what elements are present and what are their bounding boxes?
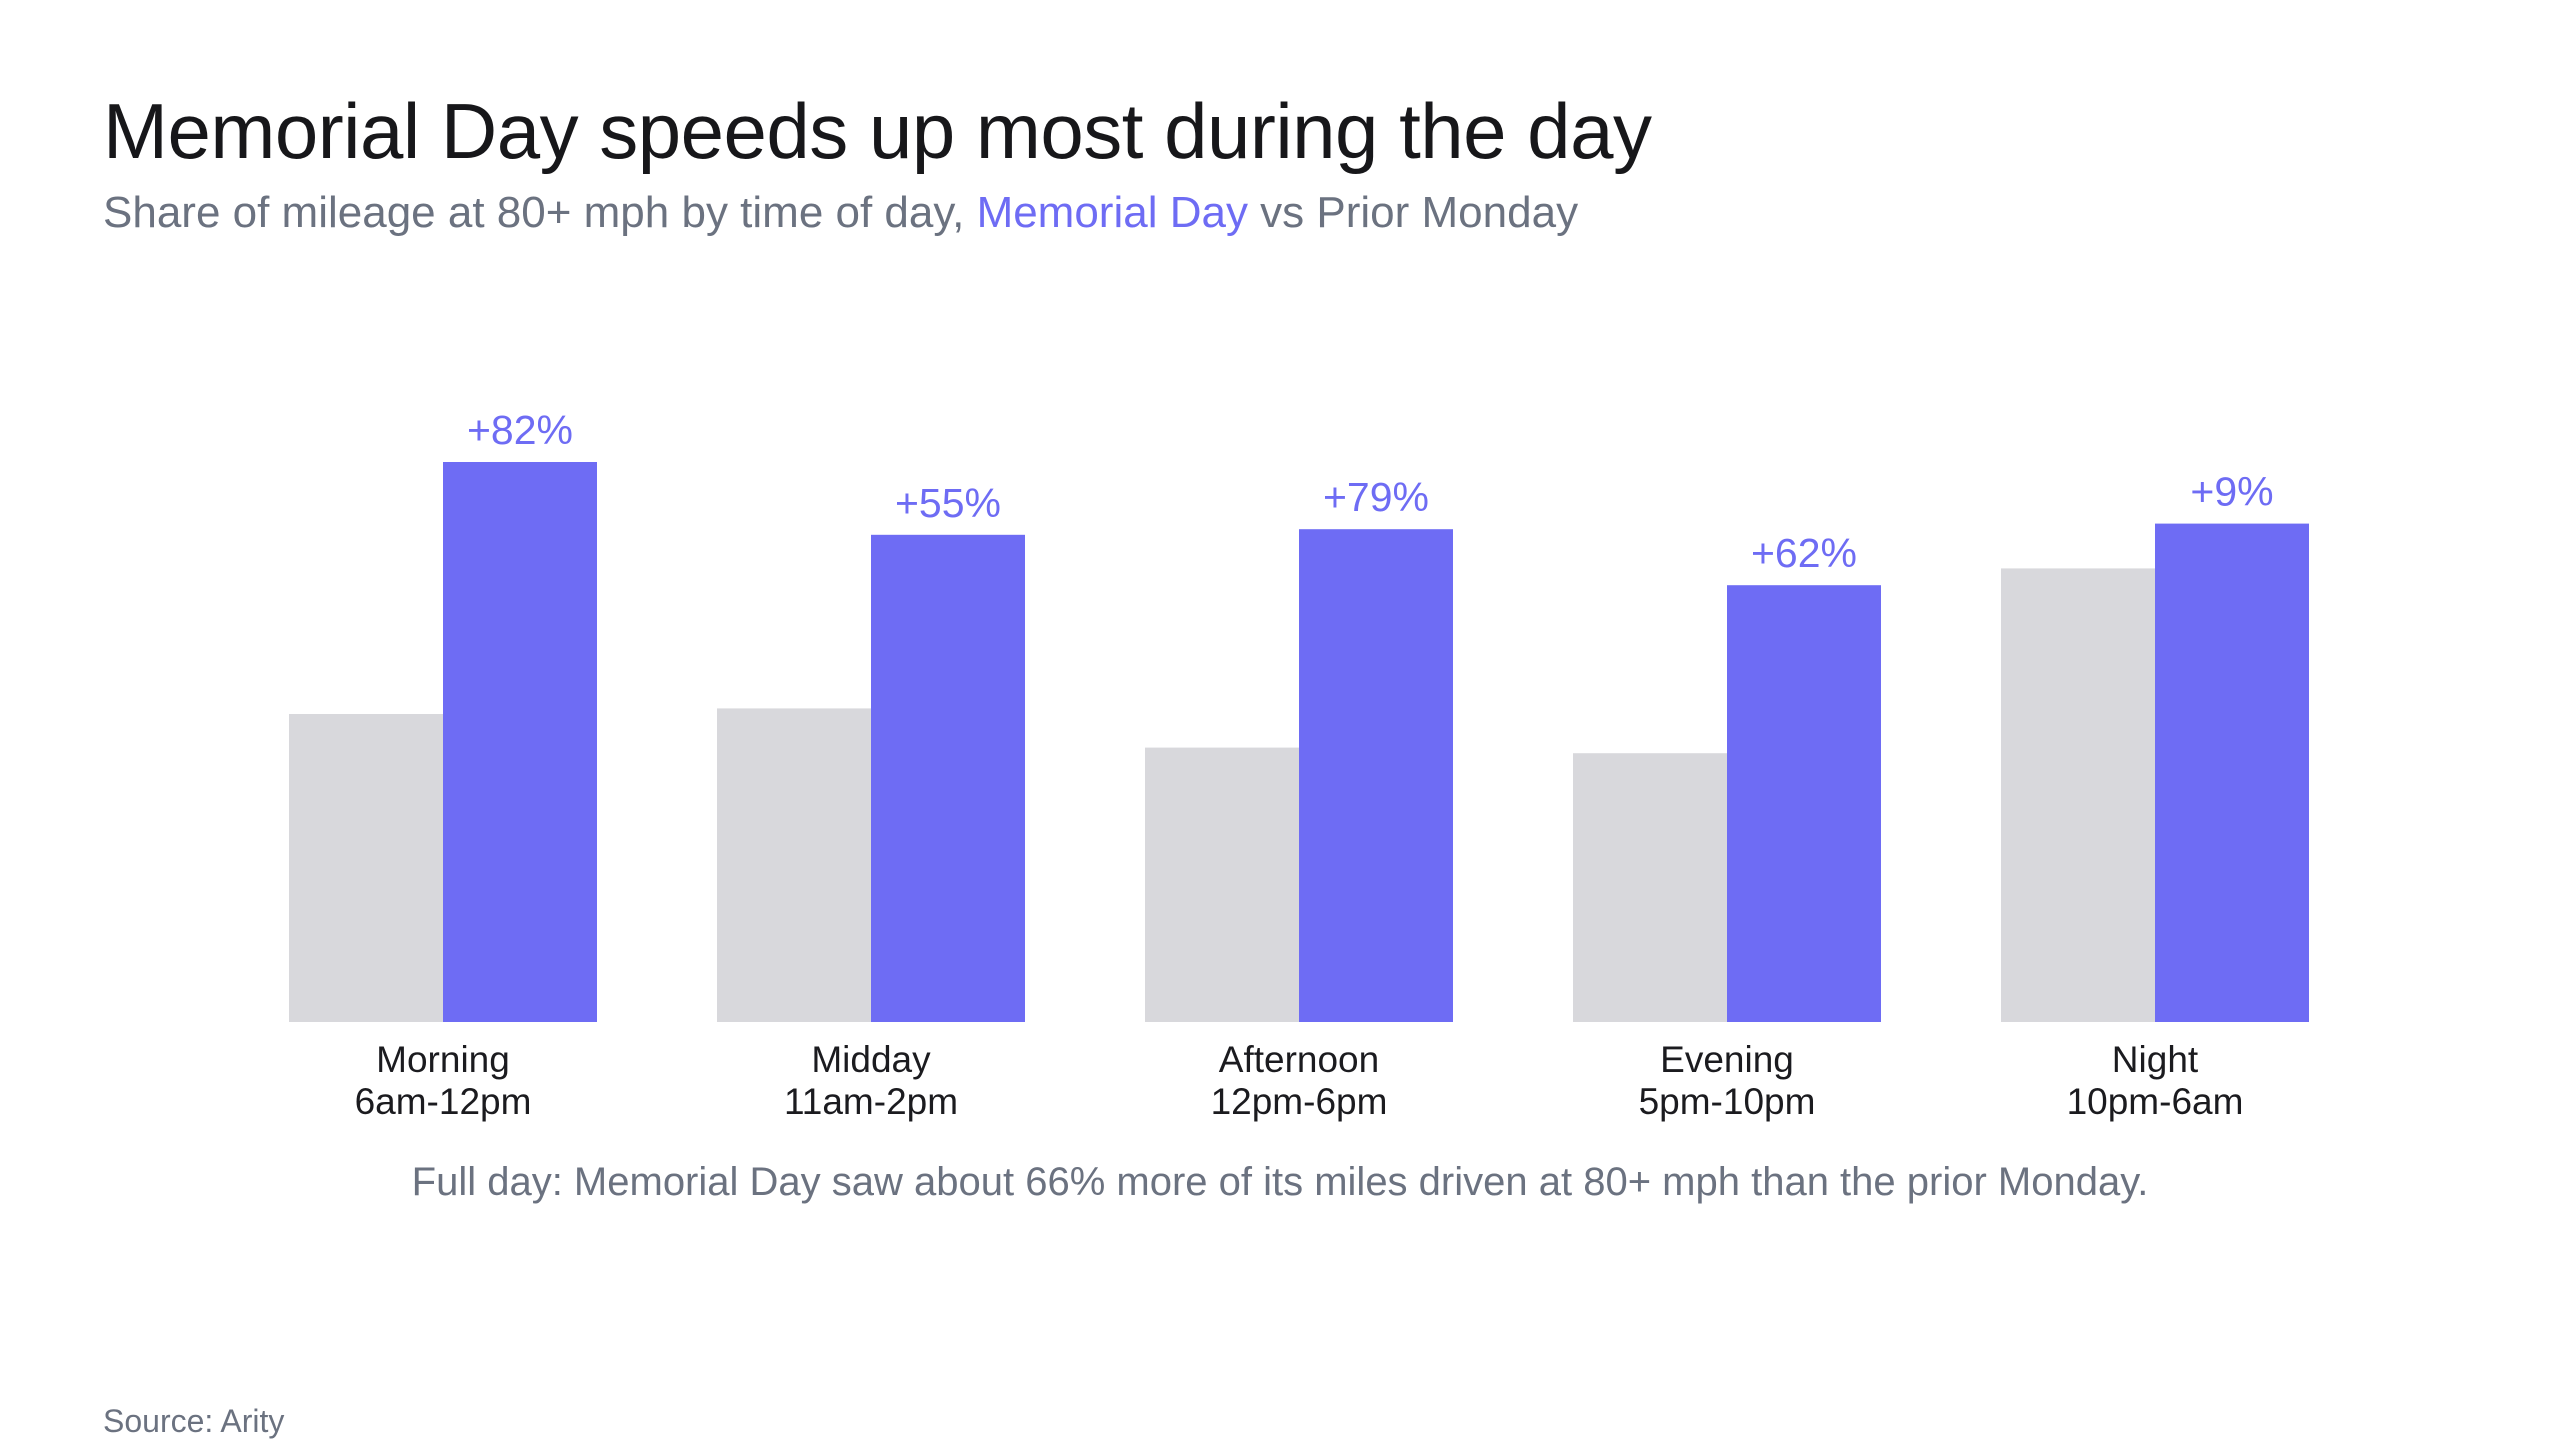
data-label: +62% xyxy=(1751,530,1857,576)
x-tick-sublabel: 12pm-6pm xyxy=(1211,1081,1388,1122)
data-label: +9% xyxy=(2190,469,2273,515)
bar-memorial-day xyxy=(1299,529,1453,1022)
x-tick-sublabel: 11am-2pm xyxy=(784,1081,958,1122)
bar-prior-monday xyxy=(717,708,871,1022)
bar-prior-monday xyxy=(2001,568,2155,1022)
x-tick-label: Midday xyxy=(811,1039,931,1080)
chart-title: Memorial Day speeds up most during the d… xyxy=(103,87,1652,175)
source-credit: Source: Arity xyxy=(103,1403,285,1439)
bar-prior-monday xyxy=(1573,753,1727,1022)
x-tick-sublabel: 10pm-6am xyxy=(2067,1081,2244,1122)
subtitle-prefix: Share of mileage at 80+ mph by time of d… xyxy=(103,188,977,237)
data-label: +79% xyxy=(1323,474,1429,520)
subtitle-joiner: vs xyxy=(1247,188,1317,237)
bar-memorial-day xyxy=(2155,523,2309,1022)
bar-prior-monday xyxy=(1145,747,1299,1022)
legend-memorial-day: Memorial Day xyxy=(976,188,1248,237)
full-day-note: Full day: Memorial Day saw about 66% mor… xyxy=(411,1160,2149,1204)
bar-prior-monday xyxy=(289,714,443,1022)
chart-subtitle: Share of mileage at 80+ mph by time of d… xyxy=(103,188,1578,238)
bar-memorial-day xyxy=(871,534,1025,1022)
bar-memorial-day xyxy=(1727,585,1881,1022)
data-label: +55% xyxy=(895,480,1001,526)
x-tick-label: Night xyxy=(2112,1039,2199,1080)
legend-prior-monday: Prior Monday xyxy=(1316,188,1579,237)
x-tick-sublabel: 5pm-10pm xyxy=(1639,1081,1816,1122)
data-label: +82% xyxy=(467,407,573,453)
x-tick-label: Evening xyxy=(1660,1039,1794,1080)
x-tick-label: Morning xyxy=(376,1039,510,1080)
bar-memorial-day xyxy=(443,462,597,1022)
x-tick-sublabel: 6am-12pm xyxy=(355,1081,532,1122)
x-tick-label: Afternoon xyxy=(1219,1039,1379,1080)
